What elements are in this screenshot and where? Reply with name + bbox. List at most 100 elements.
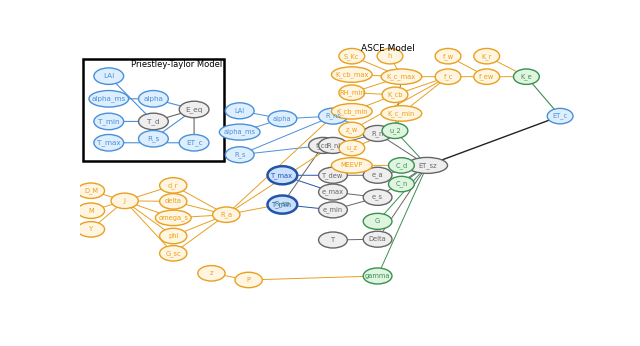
Text: G_sc: G_sc [165,250,181,257]
Ellipse shape [308,137,337,153]
Text: T_max: T_max [97,139,120,146]
Text: K_c_min: K_c_min [388,110,415,117]
Ellipse shape [547,108,573,124]
Text: Priestley-Taylor Model: Priestley-Taylor Model [131,60,222,69]
Ellipse shape [339,140,365,156]
Text: K_cb_min: K_cb_min [336,108,367,115]
Ellipse shape [332,158,372,173]
Text: K_r: K_r [481,53,492,60]
Ellipse shape [382,123,408,138]
Text: MEEVP: MEEVP [340,162,363,169]
Ellipse shape [513,69,540,84]
Ellipse shape [138,91,168,107]
Text: ET_c: ET_c [186,139,202,146]
Text: R_s: R_s [234,151,246,158]
Ellipse shape [159,228,187,244]
Text: alpha_ms: alpha_ms [224,129,256,136]
Ellipse shape [377,48,403,64]
Text: K_cb: K_cb [387,91,403,98]
Ellipse shape [94,113,124,130]
Text: R_ns: R_ns [325,113,341,119]
Text: J: J [124,198,125,204]
Ellipse shape [268,166,297,184]
Ellipse shape [364,268,392,284]
Text: f_c: f_c [444,73,452,80]
Ellipse shape [220,124,260,140]
Ellipse shape [179,101,209,118]
Ellipse shape [364,167,392,183]
Text: LAI: LAI [103,73,115,79]
Ellipse shape [212,207,240,222]
Ellipse shape [388,158,414,173]
Text: e_min: e_min [323,207,343,213]
Ellipse shape [94,68,124,84]
Ellipse shape [235,272,262,288]
Ellipse shape [364,213,392,229]
Text: Delta: Delta [369,236,387,242]
FancyBboxPatch shape [83,60,225,161]
Text: K_c_max: K_c_max [387,73,416,80]
Text: C_n: C_n [396,181,408,188]
Ellipse shape [435,48,461,64]
Ellipse shape [319,184,348,200]
Text: alpha: alpha [273,116,292,122]
Text: T_min: T_min [98,118,120,125]
Text: ASCE Model: ASCE Model [360,44,415,53]
Text: LAI: LAI [235,108,244,114]
Ellipse shape [332,103,372,119]
Ellipse shape [388,176,414,192]
Ellipse shape [94,135,124,151]
Text: u_2: u_2 [389,127,401,134]
Text: h: h [388,53,392,59]
Ellipse shape [319,202,348,218]
Ellipse shape [339,48,365,64]
Text: T: T [331,237,335,243]
Text: f_w: f_w [442,53,454,60]
Ellipse shape [407,157,447,173]
Ellipse shape [364,189,392,206]
Ellipse shape [319,232,348,248]
Text: R_n: R_n [371,130,384,137]
Text: gamma: gamma [365,273,390,279]
Text: R_a: R_a [220,211,232,218]
Text: R_nl: R_nl [326,142,340,149]
Ellipse shape [77,203,104,218]
Text: alpha: alpha [143,96,163,102]
Text: delta: delta [164,198,182,204]
Ellipse shape [77,222,104,237]
Text: RH_min: RH_min [339,89,365,96]
Text: G: G [375,218,380,224]
Text: R_so: R_so [275,201,290,207]
Text: ET_sz: ET_sz [418,162,436,169]
Text: ET_c: ET_c [552,113,568,119]
Text: e_max: e_max [322,189,344,195]
Text: C_d: C_d [396,162,408,169]
Text: f_cd: f_cd [316,142,330,149]
Text: z: z [210,270,213,276]
Ellipse shape [156,210,191,226]
Ellipse shape [268,111,297,127]
Ellipse shape [332,67,372,82]
Ellipse shape [364,231,392,247]
Ellipse shape [319,167,348,183]
Ellipse shape [138,113,168,130]
Ellipse shape [159,177,187,193]
Ellipse shape [198,266,225,281]
Ellipse shape [381,69,422,84]
Text: Y: Y [89,226,93,233]
Text: T_max: T_max [271,172,293,179]
Ellipse shape [268,196,297,212]
Ellipse shape [225,103,254,119]
Text: e_a: e_a [372,172,383,178]
Text: u_z: u_z [346,145,357,151]
Text: R_s: R_s [147,135,159,142]
Text: d_r: d_r [168,182,179,189]
Text: P: P [246,277,251,283]
Ellipse shape [435,69,461,84]
Text: K_cb_max: K_cb_max [335,71,369,78]
Text: z_w: z_w [346,127,358,133]
Ellipse shape [339,122,365,138]
Ellipse shape [381,106,422,121]
Ellipse shape [89,91,129,107]
Ellipse shape [319,137,348,153]
